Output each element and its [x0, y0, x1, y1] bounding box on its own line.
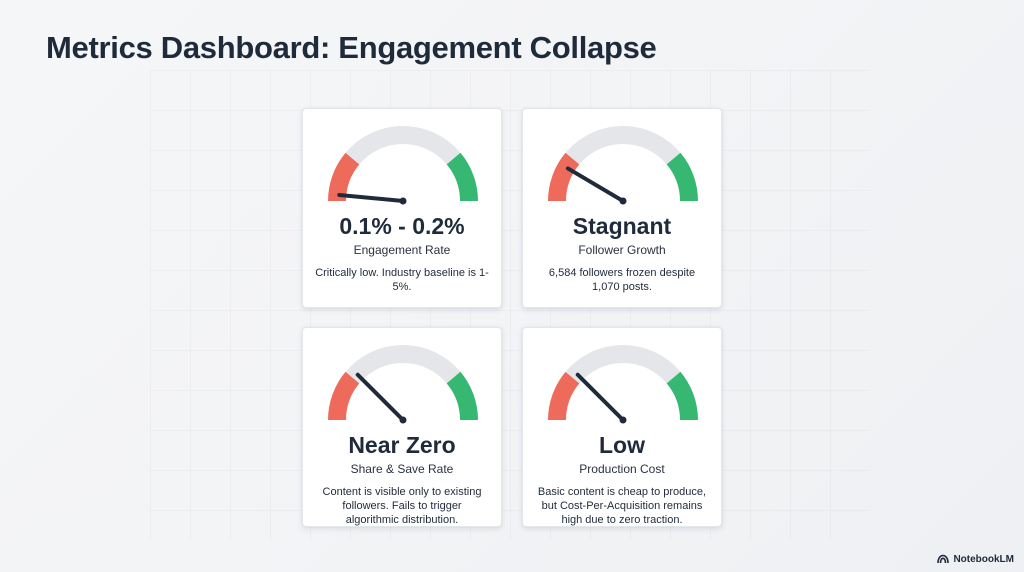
- metric-value: Near Zero: [348, 432, 456, 458]
- gauge-hub: [619, 416, 627, 424]
- gauge-production-cost: [548, 345, 698, 424]
- metric-card-engagement-rate: 0.1% - 0.2% Engagement Rate Critically l…: [302, 108, 502, 308]
- gauge-low-segment: [328, 152, 360, 202]
- gauge-low-segment: [548, 371, 580, 421]
- gauge-high-segment: [666, 371, 698, 421]
- gauge-hub: [399, 416, 407, 424]
- gauge-mid-segment: [565, 126, 681, 165]
- notebooklm-logo-icon: [937, 554, 950, 564]
- metric-value: Low: [599, 432, 645, 458]
- gauge-engagement-rate: [328, 126, 478, 205]
- metric-description: Content is visible only to existing foll…: [322, 486, 482, 526]
- gauge-follower-growth: [548, 126, 698, 205]
- metric-label: Share & Save Rate: [350, 462, 454, 476]
- metric-description: 6,584 followers frozen despite 1,070 pos…: [548, 267, 696, 293]
- page-title: Metrics Dashboard: Engagement Collapse: [46, 30, 657, 65]
- gauge-hub: [619, 197, 627, 205]
- gauge-needle: [575, 372, 625, 422]
- metric-label: Follower Growth: [578, 243, 666, 257]
- metric-label: Engagement Rate: [353, 243, 451, 257]
- gauge-hub: [399, 197, 407, 205]
- metric-card-follower-growth: Stagnant Follower Growth 6,584 followers…: [522, 108, 722, 308]
- brand-watermark: NotebookLM: [937, 553, 1014, 565]
- gauge-low-segment: [328, 371, 360, 421]
- background-grid: [150, 70, 870, 540]
- gauge-high-segment: [666, 152, 698, 202]
- gauge-mid-segment: [345, 126, 461, 165]
- gauge-mid-segment: [345, 345, 461, 384]
- metric-description: Basic content is cheap to produce, but C…: [537, 486, 707, 526]
- gauge-high-segment: [446, 152, 478, 202]
- gauge-needle: [337, 192, 405, 203]
- gauge-high-segment: [446, 371, 478, 421]
- gauge-share-save-rate: [328, 345, 478, 424]
- gauge-needle: [565, 166, 625, 203]
- metric-value: 0.1% - 0.2%: [339, 213, 465, 239]
- metric-card-share-save-rate: Near Zero Share & Save Rate Content is v…: [302, 327, 502, 527]
- gauge-mid-segment: [565, 345, 681, 384]
- metric-card-production-cost: Low Production Cost Basic content is che…: [522, 327, 722, 527]
- metric-description: Critically low. Industry baseline is 1-5…: [315, 267, 489, 293]
- metric-label: Production Cost: [579, 462, 665, 476]
- gauge-low-segment: [548, 152, 580, 202]
- metric-value: Stagnant: [572, 213, 672, 239]
- gauge-needle: [355, 372, 405, 422]
- brand-name: NotebookLM: [953, 553, 1014, 565]
